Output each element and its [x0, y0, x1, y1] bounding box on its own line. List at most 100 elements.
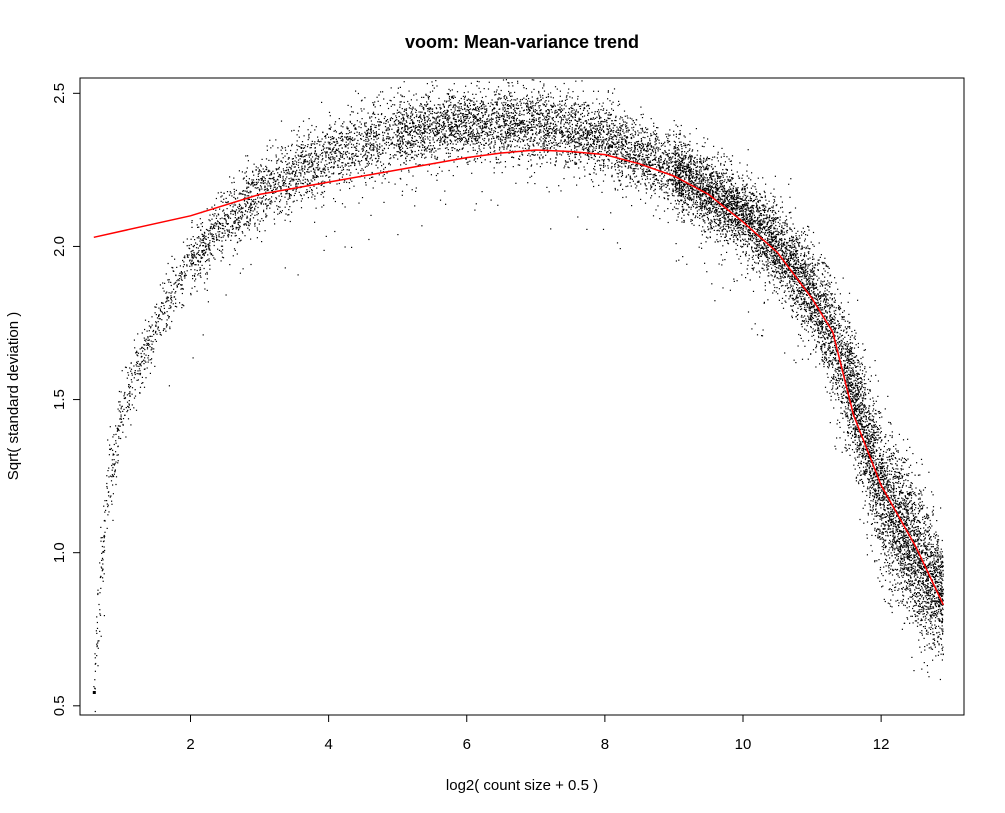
data-point [843, 388, 845, 390]
data-point [260, 171, 262, 173]
data-point [274, 200, 276, 203]
data-point [875, 494, 877, 496]
data-point [731, 178, 733, 180]
data-point [507, 132, 509, 134]
data-point [648, 156, 650, 159]
data-point [807, 272, 809, 275]
data-point [328, 143, 330, 145]
data-point [618, 100, 620, 102]
data-point [849, 396, 852, 398]
data-point [530, 159, 532, 161]
data-point [407, 140, 409, 142]
data-point [555, 129, 557, 131]
data-point [416, 155, 418, 158]
data-point [905, 536, 907, 539]
data-point [237, 197, 239, 199]
data-point [579, 143, 581, 145]
data-point [505, 102, 507, 104]
data-point [818, 315, 820, 317]
data-point [524, 128, 526, 130]
data-point [378, 128, 380, 130]
data-point [196, 224, 198, 226]
data-point [818, 242, 820, 244]
data-point [199, 269, 201, 271]
data-point [723, 213, 725, 215]
data-point [891, 431, 893, 433]
data-point [645, 163, 647, 165]
data-point [915, 504, 917, 506]
data-point [590, 154, 592, 156]
data-point [520, 104, 522, 106]
data-point [436, 121, 438, 123]
data-point [796, 294, 798, 296]
data-point [786, 225, 788, 228]
data-point [603, 108, 605, 110]
data-point [634, 183, 636, 185]
data-point [907, 543, 910, 545]
data-point [166, 299, 168, 301]
data-point [686, 174, 688, 176]
data-point [706, 167, 708, 169]
data-point [449, 130, 451, 132]
data-point [565, 161, 567, 163]
data-point [871, 470, 873, 472]
data-point [814, 294, 816, 296]
data-point [906, 602, 908, 604]
data-point [920, 553, 922, 555]
data-point [311, 156, 314, 158]
data-point [906, 517, 909, 520]
data-point [921, 563, 923, 565]
data-point [913, 670, 915, 672]
data-point [426, 150, 428, 152]
data-point [220, 222, 222, 225]
data-point [879, 432, 881, 434]
data-point [779, 262, 781, 265]
data-point [638, 154, 640, 156]
data-point [584, 120, 586, 122]
data-point [523, 139, 525, 141]
data-point [925, 617, 927, 619]
data-point [889, 481, 891, 483]
data-point [499, 139, 501, 141]
data-point [231, 210, 233, 212]
data-point [460, 138, 462, 140]
data-point [824, 346, 826, 348]
data-point [802, 263, 805, 265]
data-point [784, 256, 786, 258]
data-point [712, 208, 714, 210]
data-point [549, 127, 552, 130]
data-point [840, 377, 842, 379]
data-point [419, 133, 421, 135]
data-point [894, 523, 896, 525]
data-point [771, 275, 773, 277]
data-point [845, 343, 847, 345]
data-point [678, 259, 680, 261]
data-point [837, 324, 839, 326]
data-point [778, 288, 780, 290]
data-point [875, 374, 877, 376]
data-point [306, 146, 309, 148]
data-point [206, 278, 208, 280]
data-point [900, 491, 902, 493]
data-point [895, 529, 897, 531]
data-point [517, 82, 519, 84]
data-point [345, 154, 347, 156]
data-point [553, 147, 555, 149]
data-point [457, 120, 460, 122]
data-point [395, 115, 397, 117]
data-point [736, 188, 738, 190]
data-point [622, 188, 624, 190]
data-point [896, 569, 898, 571]
data-point [209, 249, 211, 251]
data-point [389, 124, 391, 126]
data-point [569, 113, 571, 115]
data-point [829, 307, 832, 309]
data-point [757, 254, 759, 256]
data-point [682, 190, 684, 192]
data-point [266, 208, 268, 210]
data-point [861, 411, 863, 413]
data-point [161, 319, 163, 321]
data-point [859, 474, 862, 476]
data-point [233, 177, 235, 179]
data-point [653, 163, 655, 165]
